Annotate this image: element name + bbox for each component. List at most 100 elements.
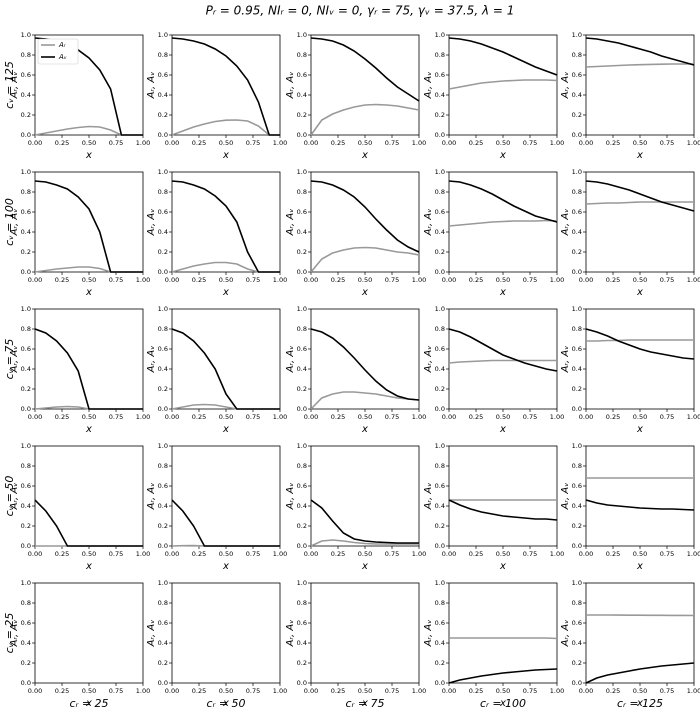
x-tick-label: 1.00 [136,413,150,421]
series-line [171,328,280,410]
y-tick-label: 0.0 [297,679,307,687]
y-tick-label: 0.4 [435,228,445,236]
x-tick-label: 0.25 [192,139,206,147]
x-tick-label: 0.50 [358,276,372,284]
y-tick-label: 0.8 [21,599,31,607]
x-tick-label: 0.50 [496,550,510,558]
row-label: cᵥ = 100 [3,198,16,246]
y-tick-label: 1.0 [435,442,445,450]
y-tick-label: 0.6 [158,345,168,353]
y-tick-label: 0.2 [572,522,582,530]
series-line [310,103,420,136]
x-tick-label: 0.25 [331,139,345,147]
y-tick-label: 0.8 [158,462,168,470]
x-tick-label: 1.00 [136,276,150,284]
y-tick-label: 0.4 [435,365,445,373]
y-tick-label: 1.0 [21,579,31,587]
legend-label: Aᵣ [58,41,67,49]
y-tick-label: 1.0 [435,305,445,313]
y-tick-label: 0.0 [21,131,31,139]
y-tick-label: 0.4 [435,639,445,647]
x-axis-label: x [636,561,643,572]
y-axis-label: Aᵣ, Aᵥ [9,209,20,237]
y-tick-label: 0.2 [572,111,582,119]
row-label: cᵥ = 50 [3,476,16,517]
x-tick-label: 0.50 [358,413,372,421]
x-tick-label: 0.75 [660,687,674,695]
x-tick-label: 0.50 [633,276,647,284]
x-tick-label: 0.75 [109,550,123,558]
x-tick-label: 1.00 [550,276,564,284]
y-tick-label: 0.6 [572,208,582,216]
y-tick-label: 0.4 [572,228,582,236]
y-tick-label: 0.2 [21,248,31,256]
y-tick-label: 0.0 [572,405,582,413]
y-axis-label: Aᵣ, Aᵥ [146,346,157,374]
y-tick-label: 0.4 [572,639,582,647]
x-tick-label: 0.25 [55,276,69,284]
x-tick-label: 0.50 [219,687,233,695]
y-tick-label: 0.6 [158,208,168,216]
x-tick-label: 0.00 [442,276,456,284]
y-tick-label: 0.8 [158,188,168,196]
y-tick-label: 0.6 [158,71,168,79]
series-line [171,119,280,136]
y-axis-label: Aᵣ, Aᵥ [423,209,434,237]
x-tick-label: 0.25 [606,139,620,147]
y-tick-label: 1.0 [158,305,168,313]
series-line [310,539,419,547]
y-tick-label: 0.6 [572,345,582,353]
y-tick-label: 1.0 [572,579,582,587]
y-tick-label: 0.4 [21,365,31,373]
x-axis-label: x [361,561,368,572]
y-tick-label: 0.8 [435,325,445,333]
x-tick-label: 0.50 [219,550,233,558]
y-tick-label: 0.0 [297,268,307,276]
axes-frame [585,582,695,684]
x-tick-label: 0.00 [304,413,318,421]
x-tick-label: 0.75 [385,276,399,284]
x-tick-label: 1.00 [412,687,426,695]
x-tick-label: 0.50 [82,550,96,558]
x-tick-label: 0.00 [28,139,42,147]
y-tick-label: 0.4 [158,91,168,99]
y-tick-label: 0.8 [435,599,445,607]
x-tick-label: 0.00 [304,276,318,284]
x-tick-label: 1.00 [687,687,700,695]
y-tick-label: 0.2 [297,659,307,667]
y-tick-label: 1.0 [435,579,445,587]
series-line [448,180,558,223]
x-tick-label: 0.00 [165,139,179,147]
axes-frame [448,308,558,410]
y-tick-label: 0.2 [158,659,168,667]
series-line [449,637,558,640]
x-tick-label: 0.50 [219,276,233,284]
y-tick-label: 0.6 [21,482,31,490]
y-tick-label: 1.0 [21,305,31,313]
x-tick-label: 0.75 [385,413,399,421]
y-axis-label: Aᵣ, Aᵥ [146,72,157,100]
y-tick-label: 0.0 [572,131,582,139]
y-tick-label: 0.2 [158,111,168,119]
series-line [171,37,280,136]
x-tick-label: 0.75 [109,139,123,147]
x-tick-label: 0.75 [246,276,260,284]
col-label: cᵣ = 100 [480,697,526,710]
x-tick-label: 0.50 [358,550,372,558]
y-tick-label: 0.0 [158,405,168,413]
x-tick-label: 0.50 [82,139,96,147]
axes-frame [310,308,420,410]
x-tick-label: 1.00 [273,139,287,147]
series-line [585,499,695,511]
y-axis-label: Aᵣ, Aᵥ [9,483,20,511]
series-line [171,499,280,547]
y-axis-label: Aᵣ, Aᵥ [423,72,434,100]
x-axis-label: x [85,287,92,298]
y-tick-label: 0.4 [297,91,307,99]
x-axis-label: x [361,287,368,298]
y-tick-label: 0.4 [297,639,307,647]
y-tick-label: 0.2 [297,248,307,256]
x-tick-label: 0.50 [633,550,647,558]
x-axis-label: x [361,698,368,709]
